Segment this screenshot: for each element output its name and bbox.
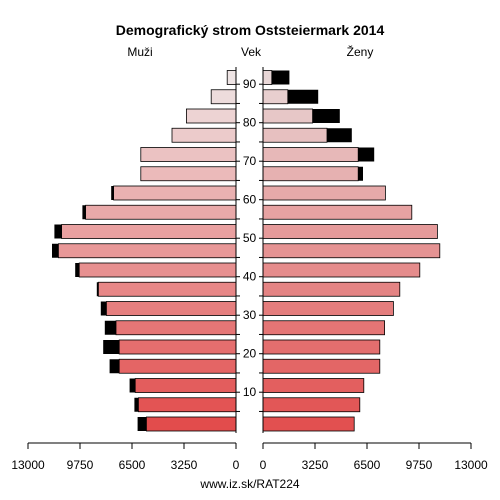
male-surplus-bar xyxy=(54,224,62,239)
male-bar xyxy=(140,166,237,182)
axes-group: 10 20 30 40 50 60 70 80 90 13000 9750 6500 3250 0 0 325… xyxy=(11,67,488,472)
female-surplus-bar xyxy=(287,89,319,104)
age-tick-label: 60 xyxy=(243,193,257,207)
male-surplus-bar xyxy=(82,205,86,220)
male-surplus-bar xyxy=(134,397,139,412)
male-bar xyxy=(61,224,237,239)
age-tick-label: 80 xyxy=(243,116,257,130)
female-bar xyxy=(262,89,289,105)
male-bar xyxy=(140,147,237,162)
male-bar xyxy=(137,397,237,413)
female-bar xyxy=(262,339,381,355)
female-bar xyxy=(262,224,438,239)
age-tick-label: 40 xyxy=(243,270,257,284)
male-bar xyxy=(85,204,237,220)
bars-group xyxy=(52,70,441,432)
female-surplus-bar xyxy=(271,70,290,85)
female-bar xyxy=(262,378,365,393)
chart-title: Demografický strom Oststeiermark 2014 xyxy=(116,22,385,38)
female-x-tick-label: 0 xyxy=(260,458,267,472)
male-bar xyxy=(106,301,237,316)
male-surplus-bar xyxy=(103,340,120,354)
female-bar xyxy=(262,397,361,413)
male-x-tick-label: 9750 xyxy=(67,458,94,472)
female-bar xyxy=(262,243,441,259)
female-bar xyxy=(262,108,313,124)
male-surplus-bar xyxy=(104,320,116,335)
right-axis-label: Ženy xyxy=(347,44,374,59)
female-surplus-bar xyxy=(327,128,352,143)
male-surplus-bar xyxy=(52,243,59,258)
female-bar xyxy=(262,262,421,278)
female-x-tick-label: 3250 xyxy=(302,458,329,472)
female-bar xyxy=(262,281,401,297)
male-bar xyxy=(78,262,237,278)
male-bar xyxy=(210,89,237,105)
female-x-tick-label: 6500 xyxy=(354,458,381,472)
male-surplus-bar xyxy=(111,186,114,200)
male-x-tick-label: 0 xyxy=(233,458,240,472)
female-bar xyxy=(262,185,386,201)
age-tick-label: 90 xyxy=(243,77,257,91)
female-bar xyxy=(262,166,359,182)
footer-url: www.iz.sk/RAT224 xyxy=(199,477,299,491)
female-bar xyxy=(262,301,394,316)
left-axis-label: Muži xyxy=(127,45,152,59)
male-bar xyxy=(115,320,237,336)
age-tick-label: 20 xyxy=(243,347,257,361)
female-bar xyxy=(262,416,355,432)
age-tick-label: 70 xyxy=(243,154,257,168)
male-surplus-bar xyxy=(137,417,147,431)
male-bar xyxy=(98,281,237,297)
female-bar xyxy=(262,147,359,162)
male-bar xyxy=(118,339,237,355)
male-surplus-bar xyxy=(96,282,99,297)
female-bar xyxy=(262,70,273,85)
male-bar xyxy=(226,70,237,85)
male-surplus-bar xyxy=(100,301,107,316)
female-bar xyxy=(262,320,385,336)
female-surplus-bar xyxy=(358,166,363,181)
male-x-tick-label: 3250 xyxy=(171,458,198,472)
male-surplus-bar xyxy=(109,359,120,374)
male-x-tick-label: 6500 xyxy=(119,458,146,472)
age-tick-label: 50 xyxy=(243,231,257,245)
male-bar xyxy=(113,185,237,201)
female-bar xyxy=(262,358,381,374)
male-bar xyxy=(185,108,237,124)
male-bar xyxy=(145,416,237,432)
female-bar xyxy=(262,127,328,143)
female-bar xyxy=(262,204,413,220)
male-bar xyxy=(118,358,237,374)
age-tick-label: 10 xyxy=(243,385,257,399)
male-x-tick-label: 13000 xyxy=(11,458,45,472)
male-bar xyxy=(58,243,237,259)
female-x-tick-label: 9750 xyxy=(406,458,433,472)
male-surplus-bar xyxy=(75,263,80,277)
female-surplus-bar xyxy=(312,109,340,123)
female-x-tick-label: 13000 xyxy=(454,458,488,472)
male-bar xyxy=(134,378,237,393)
age-tick-label: 30 xyxy=(243,308,257,322)
female-surplus-bar xyxy=(358,147,375,162)
center-axis-label: Vek xyxy=(241,45,262,59)
male-bar xyxy=(171,127,237,143)
male-surplus-bar xyxy=(129,378,136,393)
